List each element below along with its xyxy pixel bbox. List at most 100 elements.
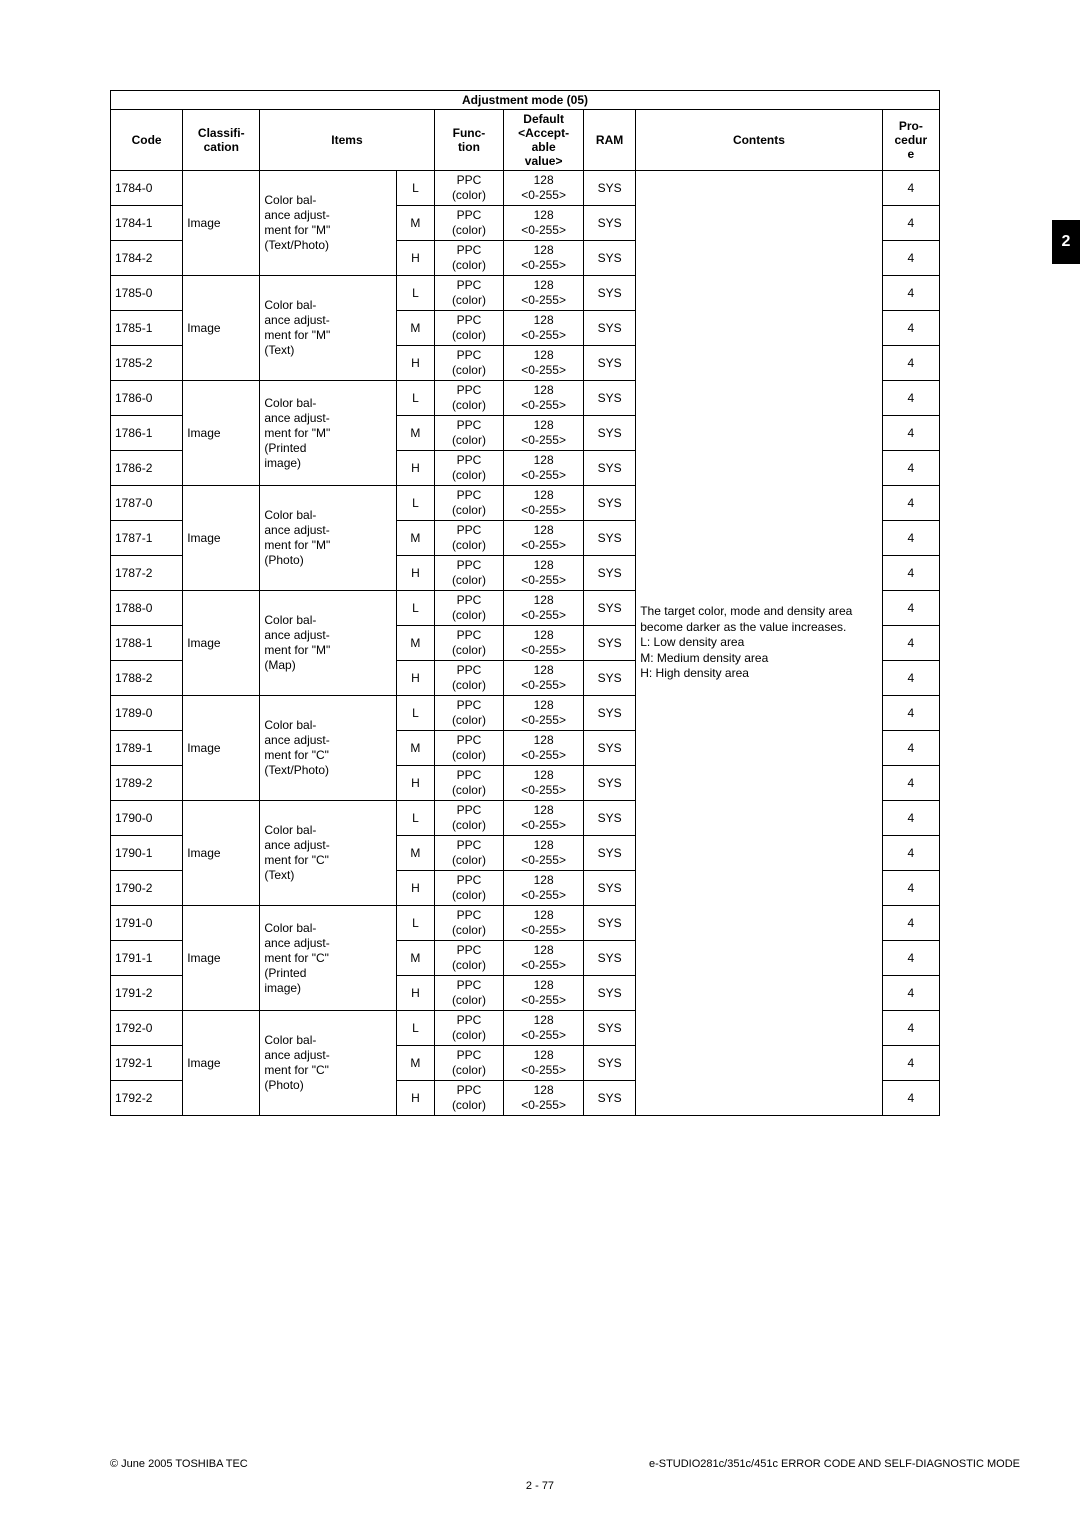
- code-cell: 1791-0: [111, 906, 183, 941]
- code-cell: 1788-0: [111, 591, 183, 626]
- function-cell: PPC (color): [434, 1046, 504, 1081]
- ram-cell: SYS: [583, 276, 635, 311]
- function-cell: PPC (color): [434, 1011, 504, 1046]
- function-cell: PPC (color): [434, 626, 504, 661]
- adjustment-table: Adjustment mode (05) Code Classifi- cati…: [110, 90, 940, 1116]
- function-cell: PPC (color): [434, 801, 504, 836]
- function-cell: PPC (color): [434, 836, 504, 871]
- function-cell: PPC (color): [434, 311, 504, 346]
- sub-cell: H: [397, 871, 434, 906]
- default-cell: 128 <0-255>: [504, 346, 584, 381]
- sub-cell: L: [397, 381, 434, 416]
- items-cell: Color bal- ance adjust- ment for "M" (Te…: [260, 276, 397, 381]
- ram-cell: SYS: [583, 381, 635, 416]
- default-cell: 128 <0-255>: [504, 416, 584, 451]
- procedure-cell: 4: [882, 976, 939, 1011]
- procedure-cell: 4: [882, 171, 939, 206]
- code-cell: 1790-0: [111, 801, 183, 836]
- sub-cell: M: [397, 836, 434, 871]
- code-cell: 1787-2: [111, 556, 183, 591]
- procedure-cell: 4: [882, 1011, 939, 1046]
- ram-cell: SYS: [583, 346, 635, 381]
- procedure-cell: 4: [882, 766, 939, 801]
- procedure-cell: 4: [882, 906, 939, 941]
- ram-cell: SYS: [583, 486, 635, 521]
- classification-cell: Image: [183, 486, 260, 591]
- header-code: Code: [111, 110, 183, 171]
- sub-cell: M: [397, 941, 434, 976]
- code-cell: 1789-2: [111, 766, 183, 801]
- code-cell: 1790-1: [111, 836, 183, 871]
- sub-cell: L: [397, 801, 434, 836]
- function-cell: PPC (color): [434, 941, 504, 976]
- items-cell: Color bal- ance adjust- ment for "M" (Te…: [260, 171, 397, 276]
- default-cell: 128 <0-255>: [504, 801, 584, 836]
- classification-cell: Image: [183, 381, 260, 486]
- classification-cell: Image: [183, 591, 260, 696]
- ram-cell: SYS: [583, 451, 635, 486]
- function-cell: PPC (color): [434, 591, 504, 626]
- default-cell: 128 <0-255>: [504, 486, 584, 521]
- items-cell: Color bal- ance adjust- ment for "M" (Pr…: [260, 381, 397, 486]
- function-cell: PPC (color): [434, 276, 504, 311]
- code-cell: 1791-1: [111, 941, 183, 976]
- ram-cell: SYS: [583, 766, 635, 801]
- function-cell: PPC (color): [434, 381, 504, 416]
- code-cell: 1785-1: [111, 311, 183, 346]
- ram-cell: SYS: [583, 941, 635, 976]
- ram-cell: SYS: [583, 836, 635, 871]
- sub-cell: M: [397, 521, 434, 556]
- default-cell: 128 <0-255>: [504, 626, 584, 661]
- procedure-cell: 4: [882, 241, 939, 276]
- default-cell: 128 <0-255>: [504, 381, 584, 416]
- procedure-cell: 4: [882, 416, 939, 451]
- page-footer: © June 2005 TOSHIBA TEC e-STUDIO281c/351…: [110, 1458, 1020, 1470]
- function-cell: PPC (color): [434, 696, 504, 731]
- sub-cell: M: [397, 626, 434, 661]
- classification-cell: Image: [183, 276, 260, 381]
- function-cell: PPC (color): [434, 871, 504, 906]
- items-cell: Color bal- ance adjust- ment for "M" (Ma…: [260, 591, 397, 696]
- footer-copyright: © June 2005 TOSHIBA TEC: [110, 1458, 248, 1470]
- sub-cell: L: [397, 171, 434, 206]
- header-default: Default <Accept- able value>: [504, 110, 584, 171]
- procedure-cell: 4: [882, 801, 939, 836]
- function-cell: PPC (color): [434, 416, 504, 451]
- code-cell: 1792-2: [111, 1081, 183, 1116]
- ram-cell: SYS: [583, 311, 635, 346]
- code-cell: 1790-2: [111, 871, 183, 906]
- code-cell: 1786-2: [111, 451, 183, 486]
- ram-cell: SYS: [583, 241, 635, 276]
- sub-cell: H: [397, 346, 434, 381]
- header-contents: Contents: [636, 110, 882, 171]
- ram-cell: SYS: [583, 416, 635, 451]
- default-cell: 128 <0-255>: [504, 206, 584, 241]
- default-cell: 128 <0-255>: [504, 941, 584, 976]
- code-cell: 1792-1: [111, 1046, 183, 1081]
- sub-cell: H: [397, 1081, 434, 1116]
- function-cell: PPC (color): [434, 486, 504, 521]
- sub-cell: L: [397, 696, 434, 731]
- sub-cell: M: [397, 311, 434, 346]
- function-cell: PPC (color): [434, 521, 504, 556]
- ram-cell: SYS: [583, 801, 635, 836]
- code-cell: 1789-1: [111, 731, 183, 766]
- sub-cell: M: [397, 1046, 434, 1081]
- sub-cell: H: [397, 766, 434, 801]
- code-cell: 1785-2: [111, 346, 183, 381]
- default-cell: 128 <0-255>: [504, 521, 584, 556]
- code-cell: 1784-1: [111, 206, 183, 241]
- default-cell: 128 <0-255>: [504, 696, 584, 731]
- default-cell: 128 <0-255>: [504, 1081, 584, 1116]
- classification-cell: Image: [183, 696, 260, 801]
- function-cell: PPC (color): [434, 451, 504, 486]
- procedure-cell: 4: [882, 871, 939, 906]
- procedure-cell: 4: [882, 836, 939, 871]
- sub-cell: H: [397, 661, 434, 696]
- default-cell: 128 <0-255>: [504, 871, 584, 906]
- items-cell: Color bal- ance adjust- ment for "C" (Ph…: [260, 1011, 397, 1116]
- sub-cell: H: [397, 976, 434, 1011]
- classification-cell: Image: [183, 801, 260, 906]
- sub-cell: H: [397, 241, 434, 276]
- function-cell: PPC (color): [434, 206, 504, 241]
